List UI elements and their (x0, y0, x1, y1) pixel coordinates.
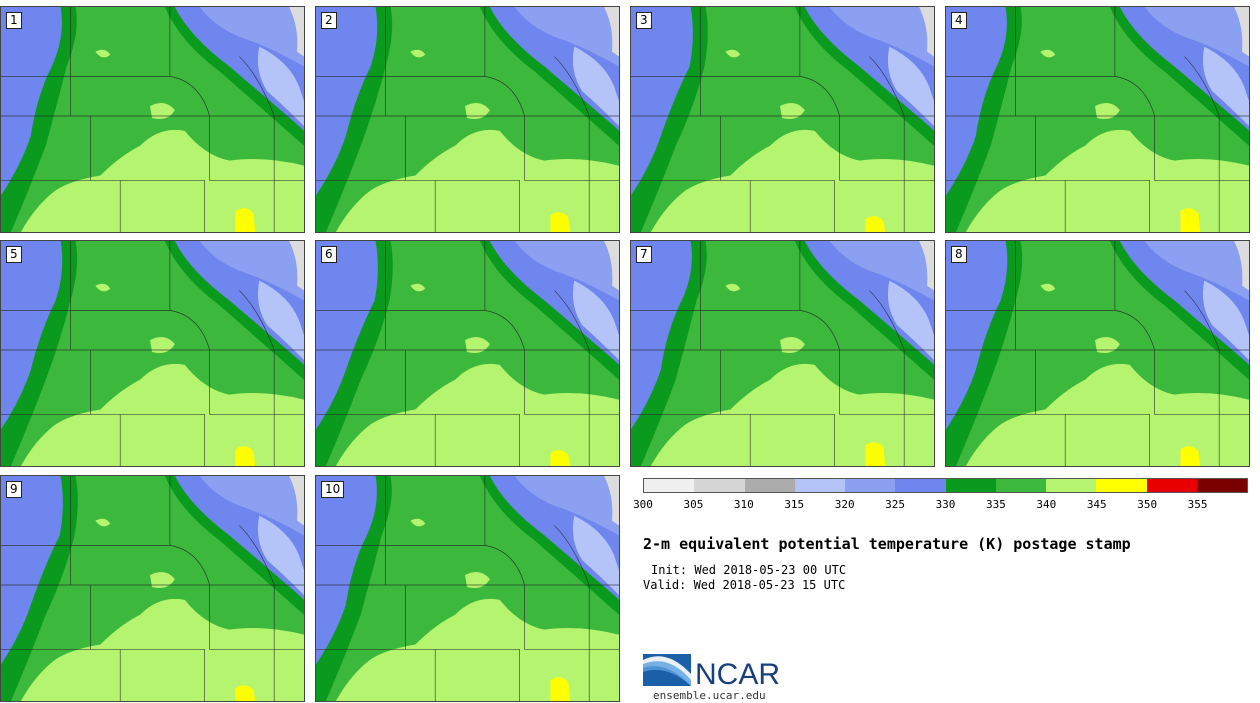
colorbar-segment (995, 479, 1046, 492)
panel-number: 2 (321, 12, 337, 29)
postage-stamp-panel: 5 (0, 240, 305, 467)
colorbar-tick-label: 325 (885, 498, 906, 511)
postage-stamp-panel: 1 (0, 6, 305, 233)
postage-stamp-panel: 10 (315, 475, 620, 702)
panel-number: 1 (6, 12, 22, 29)
postage-stamp-panel: 4 (945, 6, 1250, 233)
panel-number: 3 (636, 12, 652, 29)
panel-number: 10 (321, 481, 345, 498)
colorbar-segment (744, 479, 795, 492)
colorbar-segment (644, 479, 695, 492)
colorbar-tick-label: 345 (1086, 498, 1107, 511)
init-time: Init: Wed 2018-05-23 00 UTC (651, 563, 847, 577)
site-url: ensemble.ucar.edu (653, 689, 766, 702)
panel-number: 8 (951, 246, 967, 263)
colorbar-segment (845, 479, 896, 492)
colorbar-tick-label: 330 (935, 498, 956, 511)
valid-time: Valid: Wed 2018-05-23 15 UTC (643, 578, 846, 592)
colorbar-tick-label: 350 (1137, 498, 1158, 511)
colorbar-tick-label: 335 (985, 498, 1006, 511)
colorbar-segment (694, 479, 745, 492)
colorbar-segment (945, 479, 996, 492)
figure-title: 2-m equivalent potential temperature (K)… (643, 535, 1131, 553)
postage-stamp-panel: 9 (0, 475, 305, 702)
panel-number: 5 (6, 246, 22, 263)
panel-number: 4 (951, 12, 967, 29)
panel-number: 9 (6, 481, 22, 498)
postage-stamp-panel: 3 (630, 6, 935, 233)
colorbar-segment (895, 479, 946, 492)
colorbar-tick-label: 300 (633, 498, 653, 511)
colorbar-segment (794, 479, 845, 492)
ncar-logo: NCAR (643, 654, 780, 690)
colorbar-segment (1196, 479, 1247, 492)
colorbar-tick-label: 305 (683, 498, 704, 511)
panel-number: 6 (321, 246, 337, 263)
colorbar-tick-label: 315 (784, 498, 805, 511)
postage-stamp-panel: 2 (315, 6, 620, 233)
colorbar-tick-label: 310 (733, 498, 754, 511)
colorbar-segment (1046, 479, 1097, 492)
colorbar-segment (1146, 479, 1197, 492)
postage-stamp-panel: 6 (315, 240, 620, 467)
svg-text:NCAR: NCAR (695, 658, 780, 690)
postage-stamp-panel: 7 (630, 240, 935, 467)
postage-stamp-panel: 8 (945, 240, 1250, 467)
colorbar-tick-label: 320 (834, 498, 855, 511)
colorbar-tick-label: 355 (1187, 498, 1208, 511)
panel-number: 7 (636, 246, 652, 263)
colorbar (643, 478, 1248, 493)
colorbar-tick-label: 340 (1036, 498, 1057, 511)
colorbar-segment (1096, 479, 1147, 492)
